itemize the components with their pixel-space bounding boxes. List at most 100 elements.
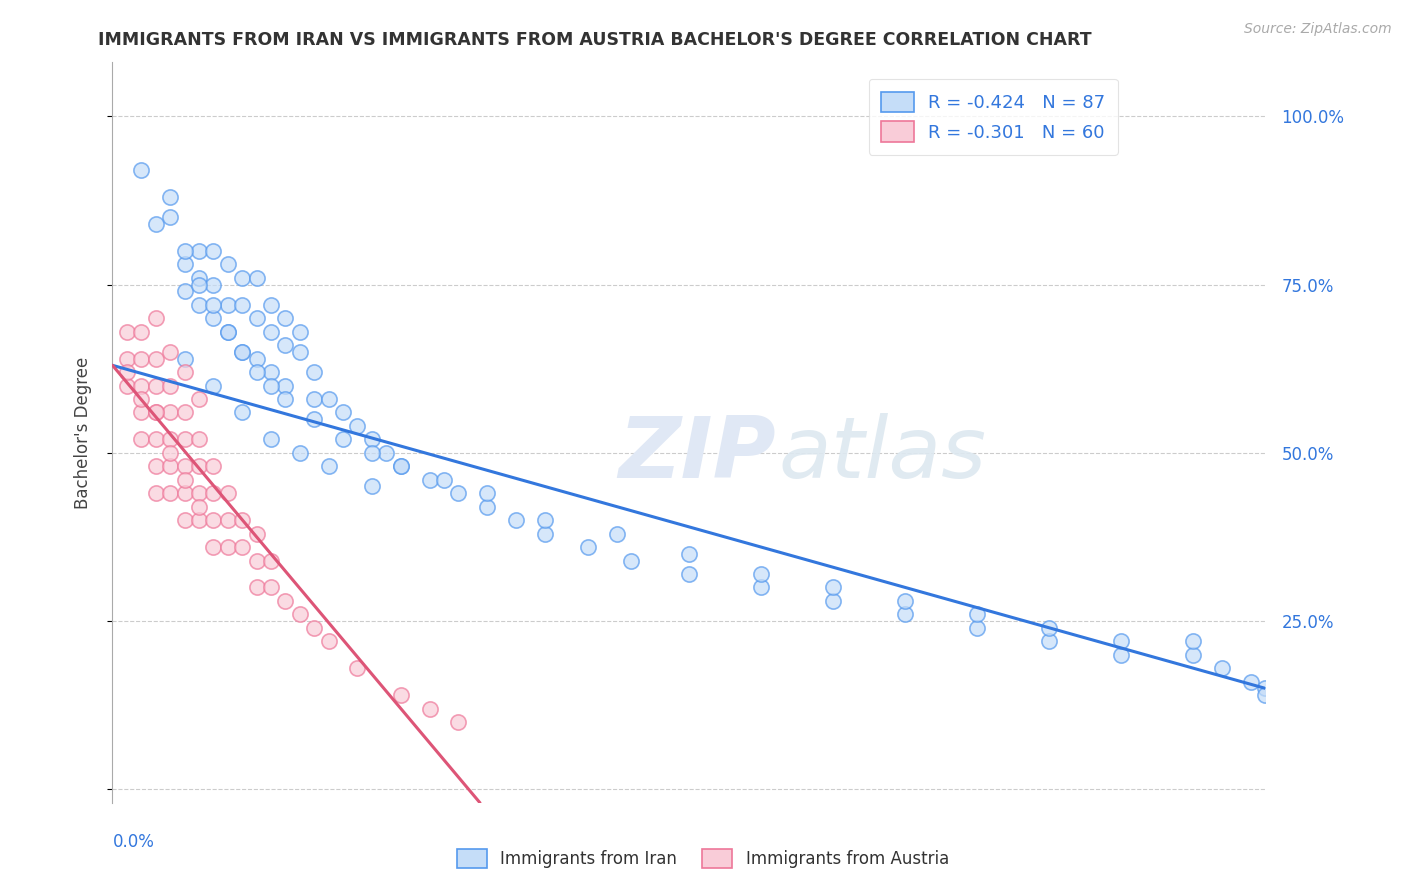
Point bbox=[678, 566, 700, 581]
Point bbox=[1111, 634, 1133, 648]
Point bbox=[188, 244, 211, 258]
Point bbox=[115, 325, 138, 339]
Point bbox=[678, 547, 700, 561]
Point bbox=[260, 298, 283, 312]
Point bbox=[821, 581, 844, 595]
Point bbox=[202, 311, 225, 326]
Point bbox=[1182, 648, 1205, 662]
Point bbox=[606, 526, 628, 541]
Point bbox=[332, 433, 354, 447]
Point bbox=[188, 513, 211, 527]
Point bbox=[188, 500, 211, 514]
Point bbox=[173, 459, 195, 474]
Point bbox=[318, 459, 340, 474]
Point bbox=[231, 344, 253, 359]
Point bbox=[231, 344, 253, 359]
Point bbox=[620, 553, 643, 567]
Point bbox=[274, 338, 297, 352]
Point bbox=[274, 594, 297, 608]
Point bbox=[274, 392, 297, 406]
Point bbox=[475, 486, 499, 500]
Point bbox=[447, 486, 470, 500]
Point bbox=[173, 433, 195, 447]
Point bbox=[1182, 634, 1205, 648]
Point bbox=[129, 433, 153, 447]
Point bbox=[304, 365, 326, 379]
Text: IMMIGRANTS FROM IRAN VS IMMIGRANTS FROM AUSTRIA BACHELOR'S DEGREE CORRELATION CH: IMMIGRANTS FROM IRAN VS IMMIGRANTS FROM … bbox=[98, 31, 1092, 49]
Point bbox=[304, 621, 326, 635]
Point bbox=[821, 594, 844, 608]
Point bbox=[1038, 634, 1060, 648]
Point bbox=[1254, 681, 1277, 696]
Point bbox=[129, 163, 153, 178]
Point bbox=[304, 412, 326, 426]
Point bbox=[159, 211, 181, 225]
Point bbox=[173, 257, 195, 271]
Point bbox=[231, 405, 253, 419]
Point bbox=[360, 446, 382, 460]
Point bbox=[173, 486, 195, 500]
Point bbox=[159, 190, 181, 204]
Point bbox=[129, 392, 153, 406]
Point bbox=[419, 473, 441, 487]
Point bbox=[389, 459, 412, 474]
Point bbox=[749, 566, 772, 581]
Point bbox=[304, 392, 326, 406]
Point bbox=[173, 513, 195, 527]
Point bbox=[188, 392, 211, 406]
Point bbox=[145, 311, 167, 326]
Point bbox=[145, 459, 167, 474]
Point bbox=[288, 446, 311, 460]
Point bbox=[231, 270, 253, 285]
Point bbox=[894, 594, 917, 608]
Point bbox=[115, 365, 138, 379]
Point bbox=[188, 270, 211, 285]
Point bbox=[419, 701, 441, 715]
Text: 0.0%: 0.0% bbox=[112, 833, 155, 851]
Point bbox=[534, 513, 557, 527]
Point bbox=[1111, 648, 1133, 662]
Point bbox=[346, 661, 368, 675]
Point bbox=[129, 325, 153, 339]
Point bbox=[433, 473, 456, 487]
Point bbox=[217, 325, 239, 339]
Point bbox=[246, 553, 269, 567]
Point bbox=[159, 486, 181, 500]
Point bbox=[217, 257, 239, 271]
Point bbox=[966, 621, 988, 635]
Point bbox=[389, 459, 412, 474]
Point bbox=[173, 473, 195, 487]
Point bbox=[145, 486, 167, 500]
Point bbox=[246, 526, 269, 541]
Point bbox=[966, 607, 988, 622]
Point bbox=[534, 526, 557, 541]
Point bbox=[145, 378, 167, 392]
Point bbox=[288, 607, 311, 622]
Text: ZIP: ZIP bbox=[617, 413, 776, 496]
Point bbox=[159, 433, 181, 447]
Point bbox=[173, 285, 195, 299]
Point bbox=[246, 581, 269, 595]
Text: atlas: atlas bbox=[779, 413, 987, 496]
Point bbox=[360, 479, 382, 493]
Point bbox=[173, 244, 195, 258]
Point bbox=[173, 351, 195, 366]
Point bbox=[260, 365, 283, 379]
Point bbox=[217, 540, 239, 554]
Point bbox=[1038, 621, 1060, 635]
Point bbox=[260, 378, 283, 392]
Point bbox=[360, 433, 382, 447]
Legend: R = -0.424   N = 87, R = -0.301   N = 60: R = -0.424 N = 87, R = -0.301 N = 60 bbox=[869, 78, 1118, 155]
Point bbox=[145, 433, 167, 447]
Point bbox=[231, 298, 253, 312]
Point bbox=[188, 433, 211, 447]
Point bbox=[389, 688, 412, 702]
Point bbox=[159, 459, 181, 474]
Point bbox=[288, 344, 311, 359]
Point bbox=[202, 540, 225, 554]
Y-axis label: Bachelor's Degree: Bachelor's Degree bbox=[73, 357, 91, 508]
Point bbox=[231, 540, 253, 554]
Point bbox=[129, 405, 153, 419]
Point bbox=[505, 513, 527, 527]
Point bbox=[475, 500, 499, 514]
